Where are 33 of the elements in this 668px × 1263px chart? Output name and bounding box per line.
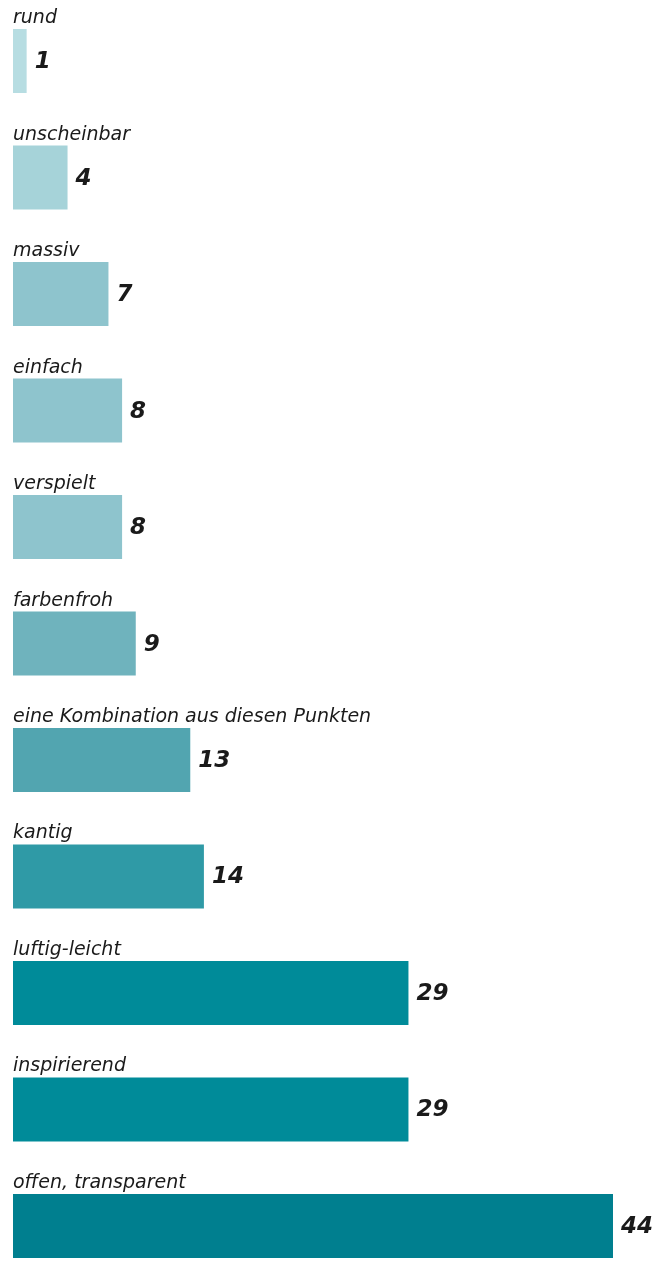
y-tick-label: verspielt: [13, 471, 97, 494]
data-label: 29: [416, 978, 449, 1005]
bar: [13, 145, 68, 210]
bar: [13, 727, 191, 793]
y-tick-label: inspirierend: [13, 1053, 127, 1076]
bar: [13, 29, 27, 94]
bar: [13, 844, 204, 909]
y-tick-label: luftig-leicht: [13, 936, 123, 959]
data-label: 4: [74, 163, 92, 190]
data-label: 13: [198, 745, 231, 772]
y-tick-label: offen, transparent: [13, 1169, 188, 1192]
bar: [13, 494, 123, 560]
data-label: 29: [416, 1095, 449, 1122]
bar: [13, 1077, 409, 1142]
bar: [13, 1193, 613, 1258]
y-tick-label: rund: [13, 5, 58, 28]
data-label: 14: [211, 862, 244, 889]
y-tick-label: einfach: [13, 354, 83, 377]
bar: [13, 378, 123, 443]
bar: [13, 261, 109, 327]
data-label: 8: [130, 513, 147, 540]
data-label: 1: [34, 47, 51, 74]
y-tick-label: kantig: [13, 820, 73, 843]
data-label: 9: [143, 629, 160, 656]
y-tick-label: massiv: [13, 238, 81, 261]
data-label: 7: [116, 280, 133, 307]
bar: [13, 960, 409, 1026]
data-label: 44: [620, 1211, 654, 1238]
y-tick-label: farbenfroh: [13, 587, 114, 610]
y-tick-label: eine Kombination aus diesen Punkten: [13, 703, 372, 726]
y-tick-label: unscheinbar: [13, 121, 132, 144]
bar: [13, 611, 136, 676]
data-label: 8: [130, 396, 147, 423]
